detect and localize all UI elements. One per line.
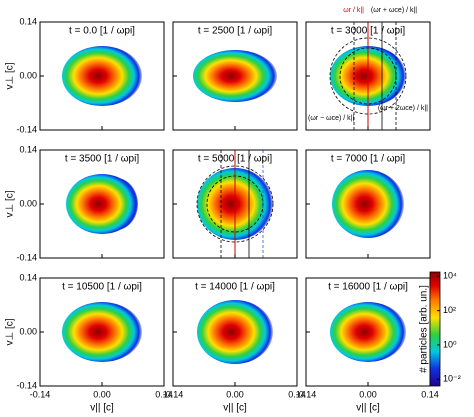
panel-label: t = 3000 [1 / ωpi] bbox=[331, 26, 405, 37]
panel: t = 0.0 [1 / ωpi] -0.14 0.00 0.14 v⊥ [c] bbox=[5, 16, 165, 134]
y-tick-label: -0.14 bbox=[16, 380, 37, 390]
panel-label: t = 5000 [1 / ωpi] bbox=[198, 154, 272, 165]
panel: t = 3500 [1 / ωpi] -0.14 0.00 0.14 v⊥ [c] bbox=[5, 144, 165, 262]
resonance-circle bbox=[196, 165, 274, 243]
distribution bbox=[62, 302, 142, 362]
panel-label: t = 10500 [1 / ωpi] bbox=[62, 282, 142, 293]
y-tick-label: 0.14 bbox=[19, 16, 37, 26]
colorbar bbox=[429, 271, 441, 387]
colorbar-tick-label: 10⁰ bbox=[443, 339, 457, 349]
x-tick-label: 0.00 bbox=[93, 389, 111, 399]
distribution bbox=[330, 302, 406, 362]
x-tick-label: -0.14 bbox=[296, 389, 317, 399]
x-tick-label: 0.14 bbox=[288, 389, 306, 399]
panel-label: t = 7000 [1 / ωpi] bbox=[331, 154, 405, 165]
y-tick-label: 0.14 bbox=[19, 272, 37, 282]
annotation: (ωr + ωce) / k|| bbox=[371, 7, 417, 14]
panel-label: t = 0.0 [1 / ωpi] bbox=[69, 26, 135, 37]
x-tick-label: 0.00 bbox=[359, 389, 377, 399]
colorbar-tick-label: 10² bbox=[443, 305, 456, 315]
y-tick-label: -0.14 bbox=[16, 124, 37, 134]
distribution bbox=[66, 174, 138, 234]
distribution bbox=[332, 170, 404, 238]
panel-label: t = 3500 [1 / ωpi] bbox=[65, 154, 139, 165]
x-tick-label: 0.00 bbox=[226, 389, 244, 399]
distribution bbox=[197, 300, 273, 364]
panel-label: t = 2500 [1 / ωpi] bbox=[198, 26, 272, 37]
panel-label: t = 16000 [1 / ωpi] bbox=[328, 282, 408, 293]
panel: t = 10500 [1 / ωpi] -0.14 0.00 0.14 -0.14 0.0… bbox=[5, 272, 173, 413]
x-axis-label: v|| [c] bbox=[356, 403, 380, 414]
y-tick-label: -0.14 bbox=[16, 252, 37, 262]
y-tick-label: 0.00 bbox=[19, 198, 37, 208]
y-axis-label: v⊥ [c] bbox=[5, 62, 16, 89]
panel-label: t = 14000 [1 / ωpi] bbox=[195, 282, 275, 293]
panel: t = 3000 [1 / ωpi] ωr / k|| (ωr + ωce) / k… bbox=[305, 7, 431, 131]
colorbar-tick-label: 10⁴ bbox=[443, 271, 457, 281]
y-axis-label: v⊥ [c] bbox=[5, 318, 16, 345]
colorbar-label: # particles [arb. un.] bbox=[419, 285, 430, 373]
annotation: (ωr − ωce) / k|| bbox=[308, 115, 354, 122]
x-tick-label: 0.14 bbox=[155, 389, 173, 399]
y-tick-label: 0.00 bbox=[19, 326, 37, 336]
y-tick-label: 0.00 bbox=[19, 70, 37, 80]
panel: t = 14000 [1 / ωpi] -0.14 0.00 0.14 v|| [c] bbox=[163, 277, 306, 414]
panel: t = 16000 [1 / ωpi] -0.14 0.00 0.14 v|| [c] bbox=[296, 277, 439, 414]
panel: t = 2500 [1 / ωpi] bbox=[172, 21, 298, 131]
distribution bbox=[62, 46, 142, 106]
resonance-circle bbox=[329, 37, 407, 115]
y-axis-label: v⊥ [c] bbox=[5, 190, 16, 217]
x-tick-label: -0.14 bbox=[30, 389, 51, 399]
x-tick-label: 0.14 bbox=[421, 389, 439, 399]
x-axis-label: v|| [c] bbox=[90, 403, 114, 414]
annotation: (ωr + 2ωce) / k|| bbox=[378, 105, 428, 112]
annotation: ωr / k|| bbox=[343, 7, 364, 14]
colorbar-tick-label: 10⁻² bbox=[443, 374, 461, 384]
x-tick-label: -0.14 bbox=[163, 389, 184, 399]
panel: t = 5000 [1 / ωpi] bbox=[172, 149, 298, 259]
y-tick-label: 0.14 bbox=[19, 144, 37, 154]
panel: t = 7000 [1 / ωpi] bbox=[305, 149, 431, 259]
distribution bbox=[193, 50, 277, 102]
x-axis-label: v|| [c] bbox=[223, 403, 247, 414]
